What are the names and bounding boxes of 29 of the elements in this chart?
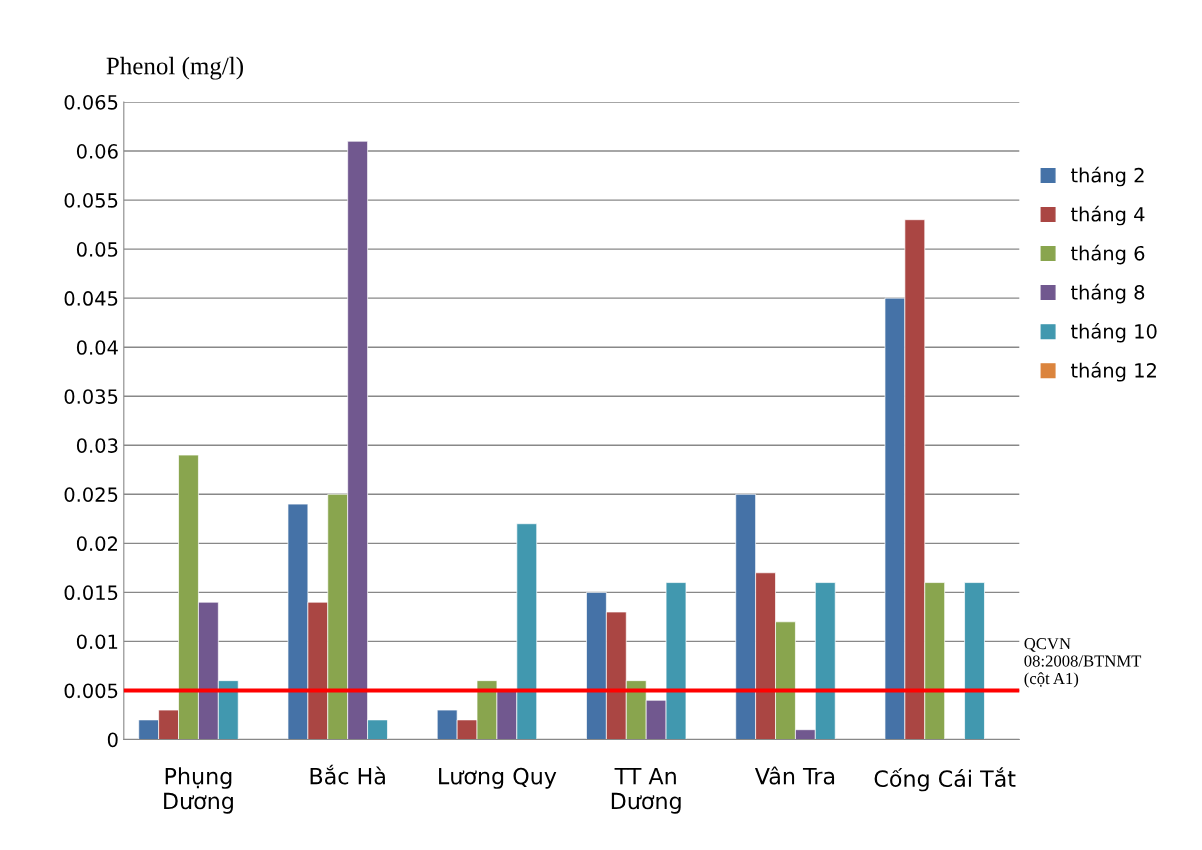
bar bbox=[964, 582, 985, 740]
y-tick-label: 0.005 bbox=[64, 683, 118, 699]
x-tick-label: TT An Dương bbox=[611, 767, 681, 814]
y-tick-label: 0.055 bbox=[64, 193, 118, 208]
legend-label: tháng 8 bbox=[1070, 283, 1145, 304]
x-tick-label: Cống Cái Tắt bbox=[874, 767, 1016, 792]
y-tick-label: 0.05 bbox=[76, 242, 118, 257]
legend-label: tháng 6 bbox=[1070, 244, 1145, 265]
ref-line-label: QCVN 08:2008/BTNMT (cột A1) bbox=[1024, 638, 1142, 688]
y-tick-label: 0.06 bbox=[76, 143, 118, 159]
y-tick-label: 0.02 bbox=[76, 536, 117, 552]
legend-label: tháng 4 bbox=[1070, 205, 1145, 226]
y-tick-label: 0.03 bbox=[76, 438, 118, 453]
y-tick-label: 0.035 bbox=[64, 389, 118, 404]
y-tick-label: 0.015 bbox=[64, 585, 118, 601]
x-tick-label: Phụng Dương bbox=[164, 767, 233, 814]
x-tick-label: Bắc Hà bbox=[310, 764, 385, 785]
y-tick-label: 0.025 bbox=[64, 487, 118, 502]
y-tick-label: 0.01 bbox=[76, 634, 118, 650]
x-tick-label: Vân Tra bbox=[754, 766, 835, 785]
legend-label: tháng 10 bbox=[1070, 322, 1157, 343]
legend-label: tháng 2 bbox=[1070, 166, 1144, 187]
y-tick-label: 0.045 bbox=[64, 291, 118, 306]
y-tick-label: 0.04 bbox=[76, 340, 118, 355]
y-axis-title: Phenol (mg/l) bbox=[106, 56, 243, 80]
y-tick-label: 0.065 bbox=[64, 94, 118, 110]
legend-label: tháng 12 bbox=[1070, 361, 1156, 382]
y-tick-label: 0 bbox=[107, 732, 118, 748]
x-tick-label: Lương Quy bbox=[439, 767, 557, 789]
